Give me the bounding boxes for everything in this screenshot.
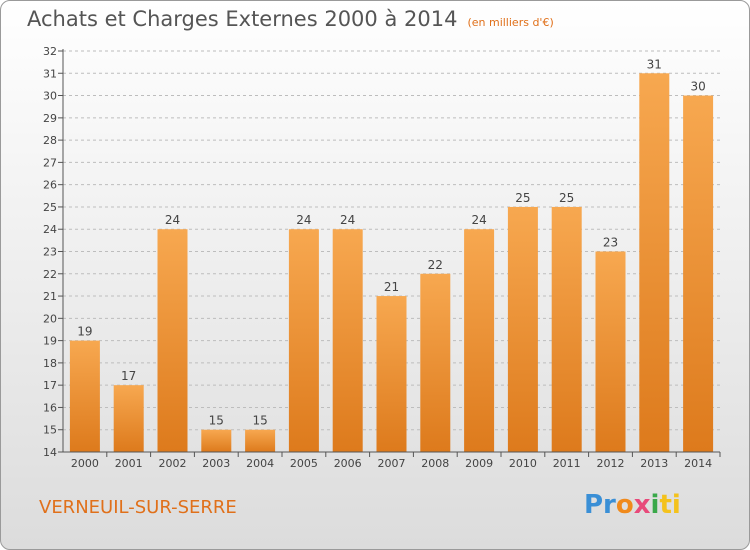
y-tick-label: 32 [43,45,57,58]
data-label-2004: 15 [252,414,267,428]
bar-2011 [551,206,582,452]
y-tick-label: 27 [43,156,57,169]
bar-2006 [332,229,363,452]
bar-2000 [69,340,100,452]
y-tick-label: 24 [43,223,57,236]
logo-part: Pr [584,490,616,520]
data-label-2007: 21 [384,280,399,294]
bar-2008 [420,273,451,452]
y-tick-label: 21 [43,290,57,303]
y-tick-label: 15 [43,424,57,437]
y-tick-label: 18 [43,357,57,370]
y-tick-label: 20 [43,312,57,325]
data-label-2013: 31 [647,57,662,71]
data-label-2010: 25 [515,191,530,205]
logo-part: o [615,490,634,520]
y-tick-label: 29 [43,112,57,125]
y-tick-label: 25 [43,201,57,214]
x-tick-label: 2002 [159,457,187,470]
x-tick-label: 2000 [71,457,99,470]
y-tick-label: 28 [43,134,57,147]
chart-title-text: Achats et Charges Externes 2000 à 2014 [27,7,458,31]
bar-2009 [464,229,495,452]
bar-2007 [376,296,407,452]
x-tick-label: 2009 [465,457,493,470]
y-tick-label: 16 [43,401,57,414]
x-tick-label: 2014 [684,457,712,470]
x-tick-label: 2011 [553,457,581,470]
x-tick-label: 2012 [597,457,625,470]
bar-2003 [201,429,232,452]
bar-2001 [113,385,144,452]
y-tick-label: 19 [43,335,57,348]
x-tick-label: 2003 [202,457,230,470]
chart-subtitle: (en milliers d'€) [467,16,554,29]
data-label-2000: 19 [77,325,92,339]
logo-part: i [650,490,660,520]
y-tick-label: 14 [43,446,57,459]
bar-2013 [639,73,670,453]
x-tick-label: 2001 [115,457,143,470]
y-tick-label: 23 [43,246,57,259]
proxiti-logo: Proxiti [584,490,681,520]
x-tick-label: 2005 [290,457,318,470]
data-label-2012: 23 [603,236,618,250]
bar-2014 [683,95,714,453]
data-label-2009: 24 [471,213,486,227]
x-tick-label: 2013 [640,457,668,470]
bar-2010 [507,206,538,452]
y-tick-label: 22 [43,268,57,281]
data-label-2006: 24 [340,213,355,227]
data-label-2011: 25 [559,191,574,205]
chart-title: Achats et Charges Externes 2000 à 2014 (e… [27,7,554,31]
y-tick-label: 31 [43,67,57,80]
data-label-2002: 24 [165,213,180,227]
bar-2005 [288,229,319,452]
x-tick-label: 2008 [421,457,449,470]
x-tick-label: 2006 [334,457,362,470]
logo-part: x [633,490,651,520]
data-label-2003: 15 [209,414,224,428]
x-tick-label: 2004 [246,457,274,470]
y-tick-label: 26 [43,179,57,192]
x-tick-label: 2007 [378,457,406,470]
y-tick-label: 30 [43,90,57,103]
data-label-2008: 22 [428,258,443,272]
data-label-2014: 30 [690,80,705,94]
city-name: VERNEUIL-SUR-SERRE [39,497,237,518]
bar-2012 [595,251,626,452]
bar-2002 [157,229,188,452]
x-tick-label: 2010 [509,457,537,470]
bar-2004 [245,429,276,452]
y-tick-label: 17 [43,379,57,392]
logo-part: ti [659,490,681,520]
data-label-2001: 17 [121,369,136,383]
data-label-2005: 24 [296,213,311,227]
